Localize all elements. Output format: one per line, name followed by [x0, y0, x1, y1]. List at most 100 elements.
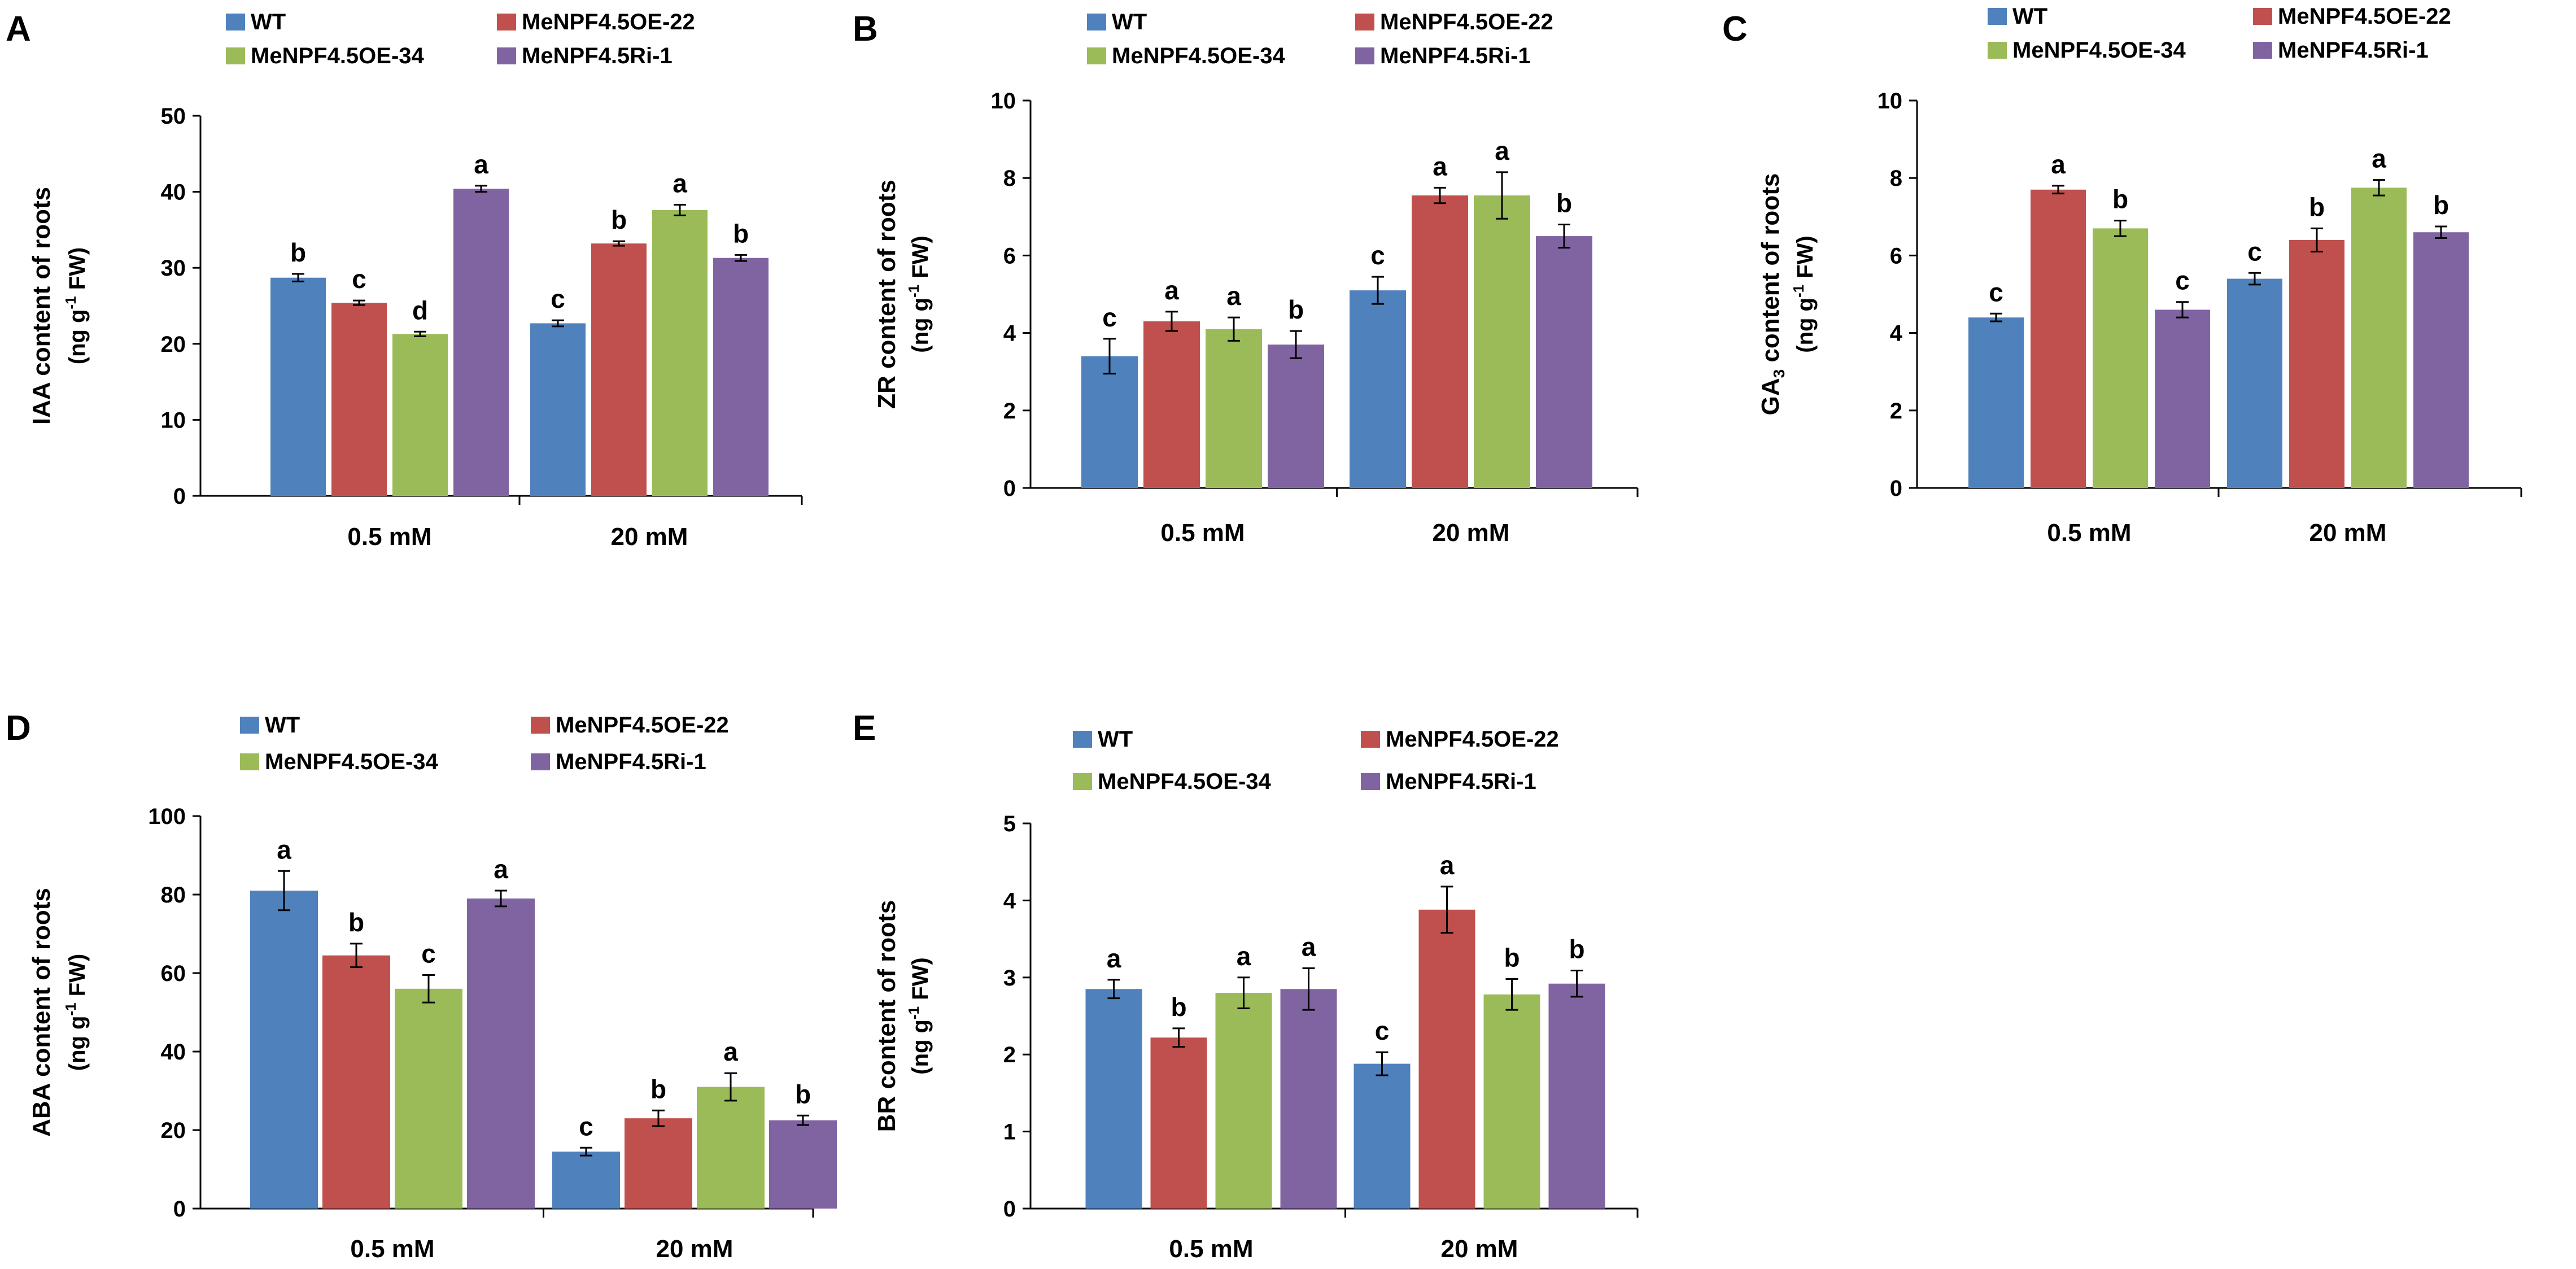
y-axis-label: IAA content of roots: [28, 187, 55, 425]
y-tick-label: 0: [1003, 1197, 1016, 1222]
y-tick-label: 10: [1878, 89, 1903, 114]
y-axis-unit: (ng g-1 FW): [62, 954, 90, 1071]
legend-swatch: [2253, 8, 2272, 25]
y-tick-label: 2: [1890, 399, 1902, 424]
bar: [713, 258, 769, 496]
significance-letter: c: [1375, 1016, 1390, 1045]
significance-letter: a: [1226, 281, 1241, 311]
bar: [1483, 994, 1540, 1209]
bar: [1418, 909, 1475, 1209]
legend-label: MeNPF4.5OE-22: [556, 713, 729, 738]
significance-letter: a: [723, 1037, 738, 1066]
y-axis-label: BR content of roots: [873, 900, 901, 1132]
legend-label: MeNPF4.5Ri-1: [556, 749, 706, 774]
significance-letter: a: [1164, 276, 1179, 305]
bar: [2289, 239, 2344, 488]
significance-letter: b: [2433, 190, 2449, 220]
legend-swatch: [497, 14, 516, 30]
legend-label: MeNPF4.5OE-34: [265, 749, 439, 774]
significance-letter: b: [1556, 189, 1572, 218]
legend-swatch: [1087, 14, 1106, 30]
panel-e: E WT MeNPF4.5OE-22 MeNPF4.5OE-34 MeNPF4.5Ri-…: [853, 709, 1639, 1263]
significance-letter: c: [2247, 237, 2262, 266]
bar: [2155, 309, 2210, 488]
bar: [530, 323, 586, 496]
y-tick-label: 4: [1003, 321, 1016, 346]
panel-label: D: [6, 709, 31, 748]
legend-swatch: [240, 753, 259, 770]
y-tick-label: 30: [161, 256, 186, 281]
significance-letter: a: [2051, 150, 2066, 179]
significance-letter: c: [1989, 277, 2003, 307]
bar: [769, 1120, 837, 1209]
legend-label: WT: [1112, 10, 1147, 34]
legend-swatch: [226, 47, 245, 64]
y-axis-unit: (ng g-1 FW): [1790, 236, 1818, 352]
y-axis-label: ABA content of roots: [28, 888, 55, 1137]
significance-letter: d: [412, 295, 428, 325]
x-category-label: 20 mM: [656, 1235, 733, 1263]
significance-letter: a: [673, 168, 687, 198]
legend-swatch: [1355, 14, 1374, 30]
legend-label: MeNPF4.5OE-22: [522, 10, 695, 34]
bar: [1280, 989, 1337, 1209]
bar: [2227, 278, 2282, 488]
legend-label: MeNPF4.5Ri-1: [1386, 769, 1536, 794]
x-category-label: 20 mM: [611, 523, 688, 551]
y-tick-label: 2: [1003, 399, 1016, 424]
panel-label: B: [853, 10, 878, 49]
legend-label: MeNPF4.5Ri-1: [1380, 43, 1531, 68]
significance-letter: c: [551, 284, 565, 313]
y-tick-label: 40: [161, 180, 186, 205]
legend-swatch: [1355, 47, 1374, 64]
legend-label: MeNPF4.5Ri-1: [522, 43, 673, 68]
significance-letter: b: [611, 205, 627, 234]
y-tick-label: 50: [161, 104, 186, 129]
y-axis-unit: (ng g-1 FW): [905, 236, 933, 352]
significance-letter: a: [494, 854, 508, 884]
bar: [1548, 983, 1605, 1209]
legend-label: WT: [1098, 727, 1133, 752]
y-tick-label: 2: [1003, 1043, 1016, 1067]
y-tick-label: 1: [1003, 1120, 1016, 1145]
bar: [1215, 993, 1272, 1209]
y-tick-label: 8: [1890, 166, 1902, 191]
y-axis-unit: (ng g-1 FW): [62, 247, 90, 364]
panel-a: A WT MeNPF4.5OE-22 MeNPF4.5OE-34 MeNPF4.5Ri-…: [6, 10, 803, 551]
significance-letter: c: [1102, 303, 1117, 332]
y-tick-label: 3: [1003, 966, 1016, 991]
legend-label: MeNPF4.5OE-34: [1112, 43, 1286, 68]
y-tick-label: 4: [1890, 321, 1903, 346]
significance-letter: a: [277, 835, 291, 864]
bar: [1150, 1037, 1207, 1209]
significance-letter: a: [1237, 941, 1251, 971]
x-category-label: 0.5 mM: [347, 523, 431, 551]
significance-letter: b: [2309, 192, 2325, 221]
legend-label: MeNPF4.5OE-22: [2278, 4, 2451, 29]
legend-label: MeNPF4.5OE-34: [2012, 38, 2186, 63]
bar: [1206, 329, 1262, 488]
legend-swatch: [531, 717, 550, 734]
x-category-label: 20 mM: [1433, 519, 1510, 547]
panel-label: E: [853, 709, 876, 748]
y-tick-label: 5: [1003, 812, 1016, 836]
bar: [1081, 356, 1138, 488]
significance-letter: c: [352, 264, 366, 294]
y-tick-label: 80: [161, 883, 186, 908]
y-axis-unit: (ng g-1 FW): [905, 957, 933, 1074]
y-tick-label: 20: [161, 1118, 186, 1143]
significance-letter: b: [2112, 185, 2128, 214]
legend-swatch: [226, 14, 245, 30]
significance-letter: b: [348, 908, 364, 937]
bar: [467, 898, 535, 1209]
panel-label: A: [6, 10, 31, 49]
bar: [1085, 989, 1142, 1209]
bar: [1412, 195, 1468, 488]
bar: [395, 988, 462, 1209]
y-tick-label: 4: [1003, 888, 1016, 913]
legend-label: MeNPF4.5OE-22: [1380, 10, 1553, 34]
significance-letter: b: [1171, 992, 1186, 1022]
significance-letter: b: [1288, 295, 1304, 324]
legend-label: MeNPF4.5OE-34: [251, 43, 425, 68]
bar: [1474, 195, 1530, 488]
